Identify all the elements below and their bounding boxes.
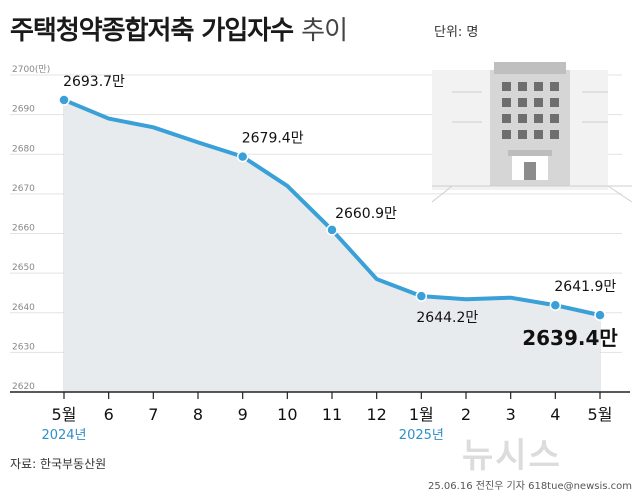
building-window bbox=[534, 82, 543, 91]
x-tick-label: 4 bbox=[550, 405, 560, 424]
year-labels: 2024년 2025년 bbox=[41, 428, 443, 443]
x-tick-label: 1월 bbox=[409, 405, 434, 424]
y-tick-label: 2700(만) bbox=[12, 64, 50, 75]
x-tick-label: 7 bbox=[148, 405, 158, 424]
x-axis-ticks: 5월 6 7 8 9 10 11 12 1월 2 3 4 5월 bbox=[52, 392, 613, 424]
building-window bbox=[502, 82, 511, 91]
year-label: 2024년 bbox=[41, 428, 86, 443]
year-label: 2025년 bbox=[399, 428, 444, 443]
building-window bbox=[518, 114, 527, 123]
unit-label: 단위: 명 bbox=[434, 25, 479, 40]
data-label: 2639.4만 bbox=[522, 326, 618, 350]
y-tick-label: 2660 bbox=[12, 224, 35, 234]
y-tick-label: 2640 bbox=[12, 303, 35, 313]
x-tick-label: 2 bbox=[461, 405, 471, 424]
data-label: 2660.9만 bbox=[335, 206, 397, 222]
building-window bbox=[534, 98, 543, 107]
x-tick-label: 8 bbox=[193, 405, 203, 424]
building-window bbox=[550, 98, 559, 107]
data-label: 2679.4만 bbox=[242, 131, 304, 147]
building-window bbox=[550, 114, 559, 123]
data-label: 2641.9만 bbox=[554, 279, 616, 295]
y-tick-label: 2670 bbox=[12, 184, 35, 194]
building-window bbox=[534, 130, 543, 139]
data-point bbox=[415, 290, 428, 302]
y-tick-label: 2680 bbox=[12, 144, 35, 154]
building-window bbox=[518, 98, 527, 107]
building-window bbox=[550, 130, 559, 139]
building-window bbox=[502, 130, 511, 139]
y-tick-label: 2690 bbox=[12, 105, 35, 115]
credit-text: 25.06.16 전진우 기자 618tue@newsis.com bbox=[428, 481, 632, 492]
title-sub: 추이 bbox=[301, 16, 348, 46]
building-window bbox=[518, 130, 527, 139]
chart-title: 주택청약종합저축 가입자수 추이 bbox=[10, 10, 348, 47]
x-tick-label: 3 bbox=[506, 405, 516, 424]
x-tick-label: 5월 bbox=[588, 405, 613, 424]
x-tick-label: 5월 bbox=[52, 405, 77, 424]
data-point bbox=[236, 150, 249, 163]
data-label: 2644.2만 bbox=[416, 310, 478, 326]
x-tick-label: 10 bbox=[277, 405, 297, 424]
data-labels: 2693.7만 2679.4만 2660.9만 2644.2만 2641.9만 2639.… bbox=[63, 74, 618, 350]
building-window bbox=[534, 114, 543, 123]
x-tick-label: 11 bbox=[322, 405, 342, 424]
y-axis-ticks: 2620 2630 2640 2650 2660 2670 2680 2690 2700(만) bbox=[12, 64, 50, 392]
data-point bbox=[326, 224, 338, 236]
x-tick-label: 12 bbox=[366, 405, 386, 424]
building-window bbox=[502, 114, 511, 123]
title-main: 주택청약종합저축 가입자수 bbox=[10, 16, 294, 46]
data-point bbox=[549, 299, 562, 311]
data-point bbox=[58, 94, 70, 106]
y-tick-label: 2650 bbox=[12, 263, 35, 273]
data-label: 2693.7만 bbox=[63, 74, 125, 90]
building-window bbox=[518, 82, 527, 91]
building-illustration bbox=[431, 62, 633, 203]
building-window bbox=[550, 82, 559, 91]
y-tick-label: 2620 bbox=[12, 382, 35, 392]
building-window bbox=[502, 98, 511, 107]
x-tick-label: 6 bbox=[104, 405, 114, 424]
data-points bbox=[58, 94, 606, 321]
source-text: 자료: 한국부동산원 bbox=[10, 457, 107, 471]
x-tick-label: 9 bbox=[238, 405, 248, 424]
y-tick-label: 2630 bbox=[12, 342, 35, 352]
newsis-logo: 뉴시스 bbox=[462, 436, 562, 476]
data-point bbox=[594, 309, 606, 321]
area-fill bbox=[64, 99, 600, 393]
